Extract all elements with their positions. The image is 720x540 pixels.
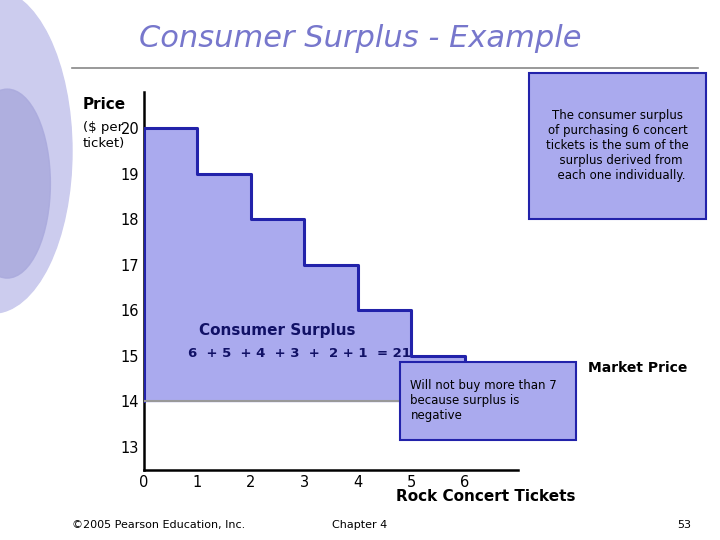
Polygon shape	[144, 128, 465, 401]
Text: Market Price: Market Price	[588, 361, 688, 375]
Text: = 21: = 21	[377, 347, 410, 360]
Text: The consumer surplus
of purchasing 6 concert
tickets is the sum of the
  surplus: The consumer surplus of purchasing 6 con…	[546, 109, 689, 183]
Text: Rock Concert Tickets: Rock Concert Tickets	[397, 489, 576, 504]
Text: 6  + 5  + 4  + 3  +  2 + 1: 6 + 5 + 4 + 3 + 2 + 1	[188, 347, 367, 360]
Text: ($ per
ticket): ($ per ticket)	[83, 122, 125, 150]
Text: Consumer Surplus: Consumer Surplus	[199, 323, 356, 339]
Text: Chapter 4: Chapter 4	[333, 520, 387, 530]
Text: ©2005 Pearson Education, Inc.: ©2005 Pearson Education, Inc.	[72, 520, 246, 530]
Text: Price: Price	[83, 97, 126, 112]
Text: Will not buy more than 7
because surplus is
negative: Will not buy more than 7 because surplus…	[410, 380, 557, 422]
Text: 53: 53	[678, 520, 691, 530]
Text: Consumer Surplus - Example: Consumer Surplus - Example	[139, 24, 581, 53]
